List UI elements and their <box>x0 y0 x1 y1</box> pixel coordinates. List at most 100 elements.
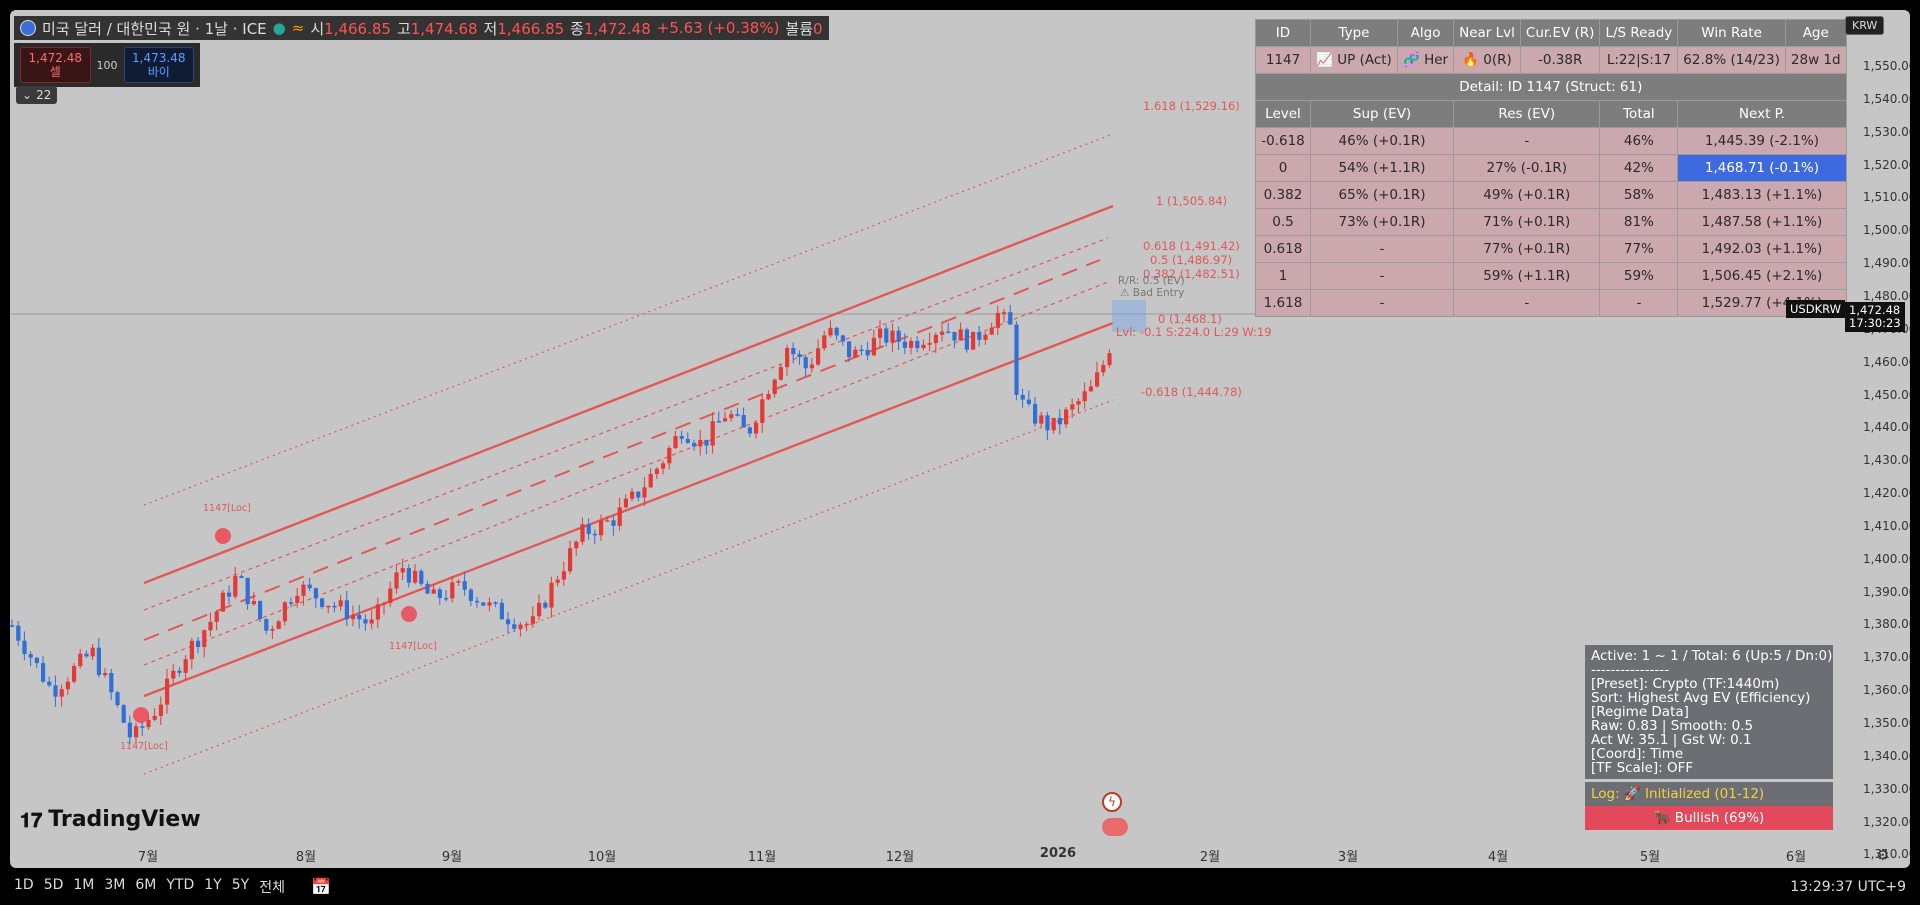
candle-body <box>475 600 480 603</box>
range-button[interactable]: 1Y <box>204 876 222 893</box>
cell-type: 📈 UP (Act) <box>1310 46 1398 74</box>
goto-date-icon[interactable]: 📅 <box>310 877 331 896</box>
candle-body <box>208 621 213 631</box>
symbol-pair[interactable]: 미국 달러 / 대한민국 원 · 1날 · ICE <box>42 19 267 38</box>
cell-algo: 🧬 Her <box>1396 46 1455 74</box>
sell-label: 셀 <box>49 65 61 79</box>
loc-label-mid: 1147[Loc] <box>389 641 437 652</box>
loc-label-low: 1147[Loc] <box>120 741 168 752</box>
candle-body <box>586 524 591 534</box>
candle-body <box>599 520 604 536</box>
candle-body <box>1095 372 1100 387</box>
buy-button[interactable]: 1,473.48 바이 <box>123 47 194 83</box>
level-cell: 65% (+0.1R) <box>1309 181 1455 209</box>
candle-body <box>127 722 132 738</box>
candle-body <box>772 379 777 395</box>
price-chart[interactable] <box>10 10 1910 868</box>
x-tick: 4월 <box>1487 850 1509 865</box>
candle-body <box>394 572 399 589</box>
chart-frame[interactable]: 미국 달러 / 대한민국 원 · 1날 · ICE ● ≈ 시1,466.85 … <box>10 10 1910 868</box>
candle-body <box>1064 409 1069 425</box>
candle-body <box>667 448 672 464</box>
y-tick: 1,450.00 <box>1863 387 1910 402</box>
candle-body <box>1039 415 1044 424</box>
structure-table: ID Type Algo Near Lvl Cur.EV (R) L/S Rea… <box>1255 19 1847 317</box>
range-button[interactable]: 5Y <box>231 876 250 893</box>
candle-body <box>549 582 554 608</box>
candle-body <box>351 615 356 620</box>
range-button[interactable]: 1D <box>14 876 34 893</box>
candle-body <box>685 438 690 443</box>
currency-button[interactable]: KRW <box>1845 16 1885 35</box>
range-button[interactable]: YTD <box>166 876 195 893</box>
change-value: +5.63 (+0.38%) <box>656 19 780 37</box>
close-label: 종 <box>570 19 584 38</box>
candle-body <box>865 349 870 356</box>
events-icon[interactable] <box>1102 818 1128 836</box>
level-cell: 77% <box>1599 235 1679 263</box>
candle-body <box>661 463 666 469</box>
candle-body <box>847 341 852 358</box>
range-button[interactable]: 5D <box>43 876 64 893</box>
candle-body <box>878 328 883 338</box>
fib-m0618-line <box>143 399 1114 775</box>
sell-button[interactable]: 1,472.48 셀 <box>20 47 91 83</box>
settings-gear-icon[interactable]: ⚙ <box>1876 846 1890 864</box>
indicators-toggle[interactable]: ⌄ 22 <box>16 86 58 104</box>
candle-body <box>177 670 182 673</box>
range-button[interactable]: 3M <box>104 876 126 893</box>
level-header-row: Level Sup (EV) Res (EV) Total Next P. <box>1255 100 1847 128</box>
loc-marker <box>133 707 149 723</box>
fib-1618-line <box>143 133 1114 506</box>
col-id: ID <box>1255 19 1311 47</box>
info-line: [Preset]: Crypto (TF:1440m) <box>1591 676 1780 692</box>
range-button[interactable]: 1M <box>73 876 95 893</box>
candle-body <box>853 349 858 358</box>
candle-body <box>59 689 64 697</box>
candle-body <box>654 468 659 474</box>
candle-body <box>574 541 579 549</box>
candle-body <box>406 568 411 583</box>
x-tick: 11월 <box>747 850 777 865</box>
level-cell: - <box>1309 289 1455 317</box>
candle-body <box>512 624 517 629</box>
candle-body <box>233 576 238 597</box>
candle-body <box>698 439 703 447</box>
candle-body <box>648 473 653 488</box>
candle-body <box>239 576 244 578</box>
candle-body <box>53 685 58 697</box>
candle-body <box>189 640 194 660</box>
candle-body <box>96 647 101 676</box>
candle-body <box>301 584 306 596</box>
flash-icon[interactable]: ϟ <box>1102 792 1122 812</box>
level-row: 0.382 65% (+0.1R) 49% (+0.1R) 58% 1,483.13 (… <box>1255 181 1847 209</box>
candle-body <box>983 334 988 340</box>
fib-label-0382: 0.382 (1,482.51) <box>1143 267 1240 281</box>
candle-body <box>487 602 492 606</box>
candle-body <box>251 600 256 605</box>
range-button[interactable]: 전체 <box>259 879 285 896</box>
candle-body <box>214 611 219 622</box>
candle-body <box>543 602 548 608</box>
level-cell: 0.618 <box>1255 235 1311 263</box>
candle-body <box>704 439 709 446</box>
candle-body <box>537 602 542 617</box>
tradingview-logo[interactable]: 𝟏𝟕 TradingView <box>20 807 201 832</box>
price-axis[interactable]: 1,550.00 1,540.00 1,530.00 1,520.00 1,510.00… <box>1845 10 1910 868</box>
clock-time[interactable]: 13:29:37 UTC+9 <box>1790 878 1906 895</box>
info-line: [Coord]: Time <box>1591 746 1684 762</box>
candle-body <box>103 672 108 676</box>
candle-body <box>754 422 759 434</box>
candle-body <box>1020 394 1025 400</box>
last-price: 1,472.48 <box>1849 303 1901 317</box>
fib-label-1: 1 (1,505.84) <box>1156 194 1228 208</box>
level-cell: 54% (+1.1R) <box>1309 154 1455 182</box>
candle-body <box>1101 365 1106 373</box>
candle-body <box>871 337 876 356</box>
candle-body <box>493 602 498 604</box>
candle-body <box>22 640 27 655</box>
level-cell: 0 <box>1255 154 1311 182</box>
level-row: 0.618-77% (+0.1R) 77% 1,492.03 (+1.1%) <box>1255 235 1847 263</box>
candle-body <box>84 653 89 657</box>
range-button[interactable]: 6M <box>135 876 157 893</box>
